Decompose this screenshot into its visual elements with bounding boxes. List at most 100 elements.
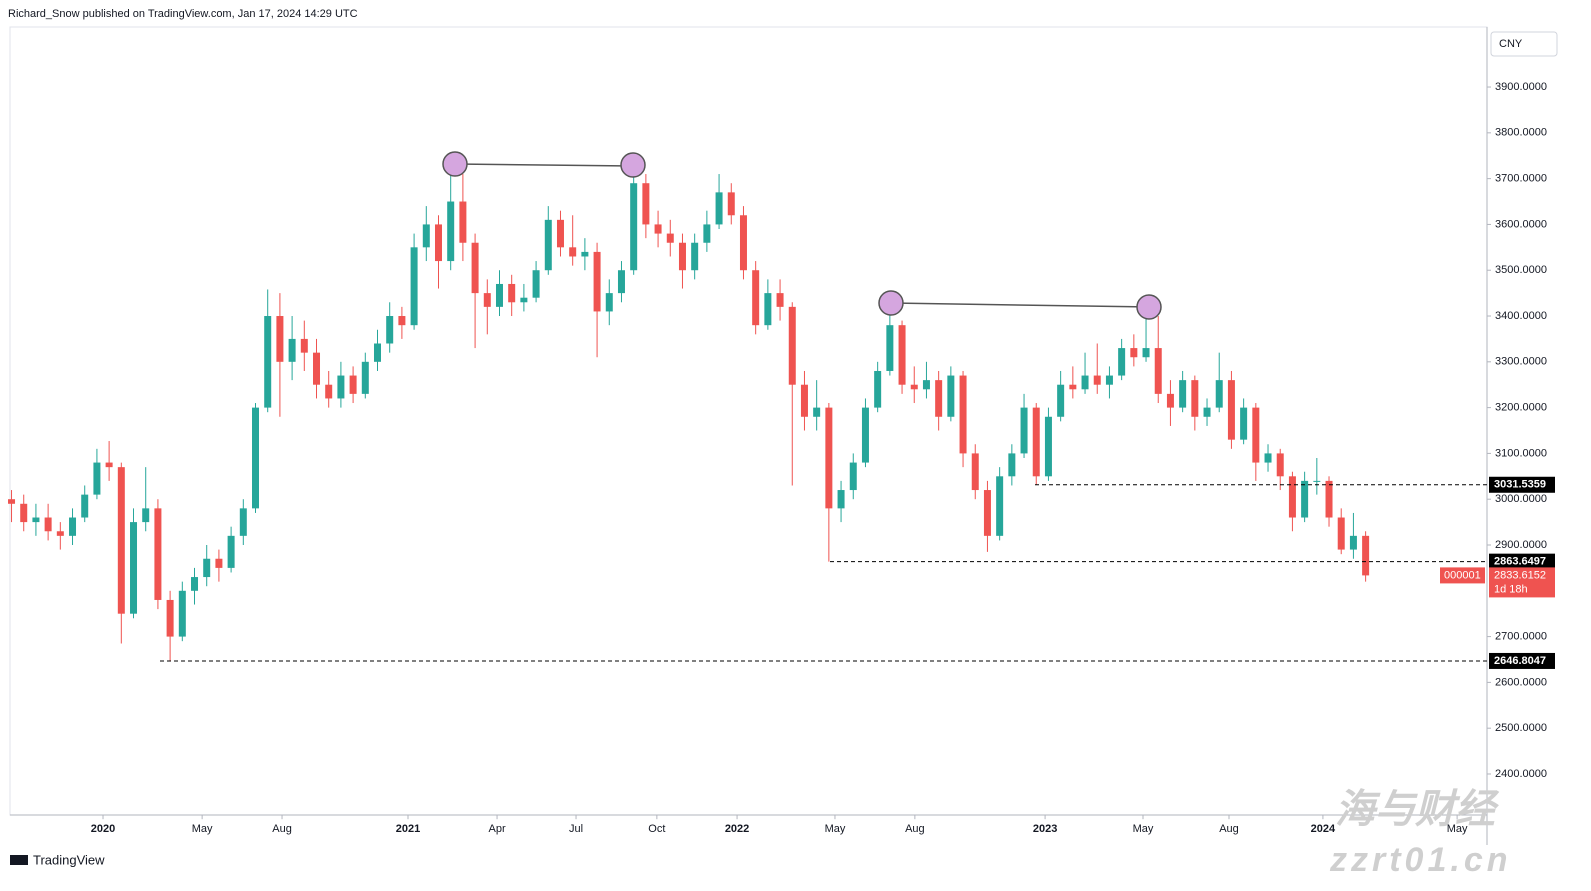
level-tag-label: 2646.8047 — [1494, 655, 1546, 667]
candle-body — [788, 306, 796, 385]
candle-body — [495, 283, 503, 307]
candle-body — [703, 224, 711, 243]
candle-body — [8, 499, 16, 504]
candle-body — [227, 535, 235, 568]
candle-body — [642, 183, 650, 225]
x-tick-label: Aug — [1219, 823, 1239, 835]
candle-body — [849, 462, 857, 491]
candle-body — [1105, 375, 1113, 385]
candle-body — [1008, 453, 1016, 477]
candle-body — [715, 192, 723, 225]
candle-body — [264, 316, 272, 408]
candle-body — [813, 407, 821, 417]
candle-body — [300, 338, 308, 353]
y-tick-label: 3000.0000 — [1495, 493, 1547, 505]
y-tick-label: 2500.0000 — [1495, 722, 1547, 734]
x-tick-label: May — [1447, 823, 1468, 835]
candle-body — [130, 522, 138, 614]
currency-box[interactable] — [1490, 31, 1558, 57]
candle-body — [1069, 384, 1077, 390]
candle-body — [947, 375, 955, 417]
candle-body — [349, 375, 357, 394]
candle-body — [825, 407, 833, 509]
currency[interactable]: CNY — [1499, 38, 1523, 50]
candle-body — [1130, 348, 1138, 358]
candle-body — [1215, 380, 1223, 408]
level-tag — [1489, 476, 1555, 493]
candle-body — [1288, 476, 1296, 518]
candle-body — [630, 183, 638, 271]
level-tag-label: 2863.6497 — [1494, 556, 1546, 568]
y-tick-label: 2700.0000 — [1495, 630, 1547, 642]
x-tick-label: Oct — [648, 823, 665, 835]
candle-body — [252, 407, 260, 509]
level-tag — [1489, 553, 1555, 570]
candle-body — [1154, 348, 1162, 394]
candle-body — [1301, 480, 1309, 518]
y-tick-label: 3500.0000 — [1495, 264, 1547, 276]
candle-body — [739, 215, 747, 271]
candle-body — [69, 517, 77, 536]
candle-body — [325, 384, 333, 399]
candle-body — [154, 508, 162, 600]
candle-body — [520, 297, 528, 303]
level-tag-label: 3031.5359 — [1494, 479, 1546, 491]
annotations — [442, 151, 1162, 320]
candle-body — [1093, 375, 1101, 385]
y-tick-label: 3800.0000 — [1495, 127, 1547, 139]
candle-body — [861, 407, 869, 463]
candle-body — [1081, 375, 1089, 390]
candle-body — [971, 453, 979, 491]
candle-body — [459, 201, 467, 243]
candle-body — [1362, 535, 1370, 576]
candle-body — [483, 293, 491, 307]
candle-body — [1032, 407, 1040, 477]
y-tick-label: 3300.0000 — [1495, 356, 1547, 368]
candle-body — [581, 251, 589, 257]
candle-body — [1057, 384, 1065, 417]
candle-body — [666, 233, 674, 243]
watermark-name: 海与财经 — [1335, 788, 1500, 832]
candle-body — [422, 224, 430, 248]
level-tag — [1489, 652, 1555, 669]
candle-body — [471, 242, 479, 294]
header: Richard_Snow published on TradingView.co… — [8, 8, 358, 20]
candle-body — [1203, 407, 1211, 417]
candle-body — [1118, 348, 1126, 376]
x-tick-label: May — [1133, 823, 1154, 835]
x-tick-label: May — [825, 823, 846, 835]
x-tick-label: 2024 — [1311, 823, 1336, 835]
candle-body — [593, 251, 601, 312]
candle-body — [434, 224, 442, 262]
candle-body — [691, 242, 699, 271]
x-tick-label: Aug — [272, 823, 292, 835]
candle-body — [898, 325, 906, 385]
x-tick-label: Apr — [488, 823, 505, 835]
candle-body — [386, 316, 394, 344]
candle-body — [1337, 517, 1345, 550]
brand: TradingView — [33, 852, 105, 867]
candle-body — [1179, 380, 1187, 408]
candle-body — [874, 370, 882, 408]
y-tick-label: 3200.0000 — [1495, 402, 1547, 414]
candle-body — [1020, 407, 1028, 454]
last-price: 2833.6152 — [1494, 569, 1546, 581]
candle-body — [215, 558, 223, 568]
candle-body — [1240, 407, 1248, 440]
candle-body — [117, 467, 125, 614]
candle-body — [605, 293, 613, 312]
candle-body — [166, 599, 174, 637]
x-tick-label: May — [192, 823, 213, 835]
candle-body — [105, 462, 113, 468]
y-tick-label: 3600.0000 — [1495, 218, 1547, 230]
candle-body — [654, 224, 662, 234]
x-tick-label: Aug — [905, 823, 925, 835]
candle-body — [1044, 416, 1052, 477]
x-tick-label: Jul — [569, 823, 583, 835]
candle-body — [569, 247, 577, 257]
candle-body — [1252, 407, 1260, 463]
y-tick-label: 3400.0000 — [1495, 310, 1547, 322]
candle-body — [959, 375, 967, 454]
candle-body — [922, 380, 930, 390]
